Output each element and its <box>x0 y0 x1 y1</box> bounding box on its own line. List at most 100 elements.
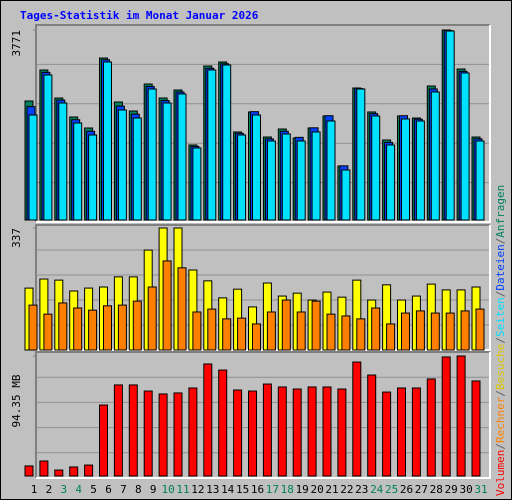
bar <box>177 267 187 351</box>
bar <box>262 383 272 477</box>
bar <box>173 392 183 477</box>
bar <box>266 140 276 221</box>
bar <box>371 307 381 351</box>
chart-title: Tages-Statistik im Monat Januar 2026 <box>20 9 259 22</box>
x-tick-label: 10 <box>161 483 174 496</box>
x-tick-label: 19 <box>296 483 309 496</box>
bar <box>113 384 123 477</box>
bar <box>252 114 261 221</box>
bar <box>103 305 112 351</box>
x-tick-label: 22 <box>340 483 353 496</box>
bar <box>367 374 377 477</box>
x-tick-label: 8 <box>135 483 142 496</box>
x-tick-label: 5 <box>90 483 97 496</box>
legend-entry: Volumen <box>494 450 507 496</box>
bar <box>356 318 366 351</box>
x-tick-label: 3 <box>60 483 67 496</box>
bar <box>266 311 276 351</box>
bar <box>237 134 247 221</box>
bar <box>382 391 392 477</box>
y-tick-label: 94.35 MB <box>10 374 23 427</box>
bar <box>445 30 455 221</box>
bar <box>192 311 202 351</box>
x-tick-label: 30 <box>459 483 472 496</box>
bar <box>341 315 351 351</box>
bar <box>281 299 291 351</box>
y-tick-label: 337 <box>10 228 23 248</box>
bar <box>203 363 213 477</box>
bar <box>177 93 187 221</box>
bar <box>117 304 127 351</box>
x-tick-label: 17 <box>266 483 279 496</box>
bar <box>132 300 142 351</box>
panel-bevel-light <box>36 352 491 479</box>
legend-separator: / <box>494 390 507 397</box>
bar <box>58 302 68 351</box>
x-tick-label: 2 <box>46 483 53 496</box>
bar <box>337 388 347 477</box>
bar <box>28 114 38 221</box>
bar <box>54 469 64 477</box>
bar <box>311 131 321 221</box>
x-tick-label: 16 <box>251 483 264 496</box>
legend-separator: / <box>494 337 507 344</box>
x-tick-label: 15 <box>236 483 249 496</box>
bar <box>162 260 172 351</box>
bar <box>158 393 168 477</box>
bar <box>233 389 243 477</box>
bar <box>248 390 257 477</box>
bar <box>401 118 410 221</box>
x-tick-label: 6 <box>105 483 112 496</box>
bar <box>475 308 485 351</box>
bar <box>73 307 83 351</box>
legend-entry: Anfragen <box>494 185 507 238</box>
bar <box>103 61 112 221</box>
bar <box>88 134 98 221</box>
bar <box>386 144 396 221</box>
bar <box>311 300 321 351</box>
bar <box>352 361 362 477</box>
bar <box>411 387 421 477</box>
bar <box>430 312 440 351</box>
bar <box>84 464 94 477</box>
bar <box>43 313 53 351</box>
bar <box>445 312 455 351</box>
bar <box>356 88 366 221</box>
bar <box>341 169 351 221</box>
bar <box>188 387 198 477</box>
bar <box>73 122 83 221</box>
bar <box>222 64 232 221</box>
x-tick-label: 28 <box>430 483 443 496</box>
x-tick-label: 4 <box>75 483 82 496</box>
panel-bevel-light <box>36 225 491 351</box>
bar <box>207 69 217 221</box>
bar <box>456 355 466 477</box>
x-tick-label: 7 <box>120 483 127 496</box>
x-tick-label: 29 <box>445 483 458 496</box>
panel-bevel-light <box>36 25 491 223</box>
x-tick-label: 13 <box>206 483 219 496</box>
bar <box>69 466 79 477</box>
bar <box>252 323 261 351</box>
x-tick-label: 31 <box>474 483 487 496</box>
x-tick-label: 18 <box>281 483 294 496</box>
legend-separator: / <box>494 238 507 245</box>
bar <box>237 317 247 351</box>
bar <box>147 286 157 351</box>
y-tick-label: 3771 <box>10 30 23 57</box>
bar <box>307 386 317 477</box>
bar <box>322 386 332 477</box>
x-tick-label: 20 <box>310 483 323 496</box>
bar <box>24 465 34 477</box>
x-tick-label: 27 <box>415 483 428 496</box>
x-tick-label: 23 <box>355 483 368 496</box>
x-tick-label: 26 <box>400 483 413 496</box>
bar <box>207 308 217 351</box>
legend-entry: Besuche <box>494 344 507 390</box>
bar <box>326 120 336 221</box>
bar <box>386 323 396 351</box>
bar <box>292 388 302 477</box>
bar <box>415 310 425 351</box>
legend: Volumen/Rechner/Besuche/Seiten/Dateien/A… <box>494 185 507 496</box>
